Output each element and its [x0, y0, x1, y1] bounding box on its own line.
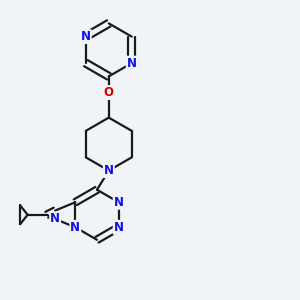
Text: N: N: [81, 30, 91, 43]
Text: N: N: [70, 221, 80, 234]
Text: N: N: [127, 57, 137, 70]
Text: N: N: [114, 196, 124, 209]
Text: N: N: [114, 221, 124, 234]
Text: O: O: [104, 86, 114, 99]
Text: N: N: [50, 212, 60, 226]
Text: N: N: [104, 164, 114, 177]
